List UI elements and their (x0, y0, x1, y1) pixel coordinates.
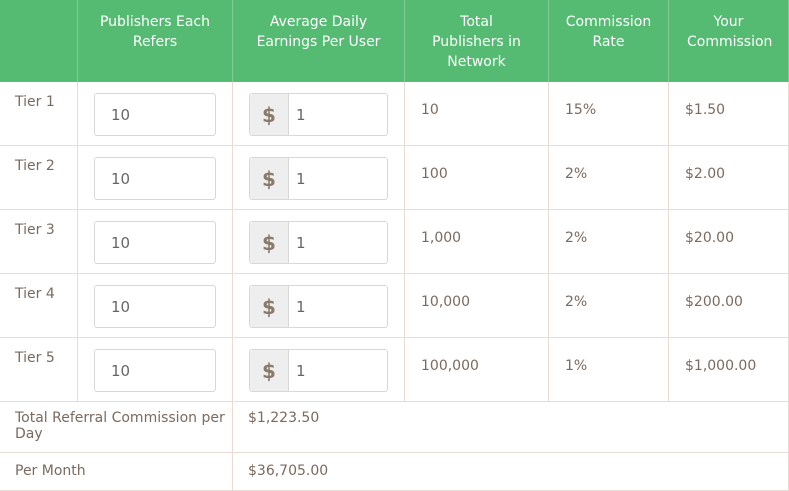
dollar-icon: $ (250, 94, 289, 135)
commission-value: $1,000.00 (669, 338, 789, 402)
refers-cell: 10 (78, 210, 233, 274)
header-cell-tier (0, 0, 78, 82)
monthly-total-value: $36,705.00 (233, 453, 789, 491)
tier-label: Tier 4 (0, 274, 78, 338)
earnings-input[interactable]: $ 1 (249, 157, 388, 200)
total-publishers-value: 10,000 (405, 274, 549, 338)
monthly-total-label: Per Month (0, 453, 233, 491)
header-commission-rate: Commission Rate (549, 0, 669, 82)
refers-cell: 10 (78, 82, 233, 146)
header-average-daily-earnings: Average Daily Earnings Per User (233, 0, 405, 82)
refers-cell: 10 (78, 146, 233, 210)
tier-label: Tier 3 (0, 210, 78, 274)
earnings-input[interactable]: $ 1 (249, 349, 388, 392)
total-publishers-value: 100 (405, 146, 549, 210)
tier-label: Tier 2 (0, 146, 78, 210)
commission-value: $2.00 (669, 146, 789, 210)
daily-total-value: $1,223.50 (233, 402, 789, 453)
earnings-cell: $ 1 (233, 82, 405, 146)
total-publishers-value: 10 (405, 82, 549, 146)
commission-value: $200.00 (669, 274, 789, 338)
header-total-publishers: Total Publishers in Network (405, 0, 549, 82)
earnings-cell: $ 1 (233, 146, 405, 210)
tier-label: Tier 1 (0, 82, 78, 146)
earnings-value: 1 (296, 234, 306, 252)
tier-label: Tier 5 (0, 338, 78, 402)
commission-rate-value: 1% (549, 338, 669, 402)
commission-rate-value: 2% (549, 274, 669, 338)
earnings-input[interactable]: $ 1 (249, 221, 388, 264)
earnings-value: 1 (296, 362, 306, 380)
commission-value: $1.50 (669, 82, 789, 146)
refers-input[interactable]: 10 (94, 93, 216, 136)
total-publishers-value: 100,000 (405, 338, 549, 402)
dollar-icon: $ (250, 286, 289, 327)
earnings-value: 1 (296, 170, 306, 188)
refers-input[interactable]: 10 (94, 157, 216, 200)
earnings-cell: $ 1 (233, 274, 405, 338)
dollar-icon: $ (250, 158, 289, 199)
header-publishers-each-refers: Publishers Each Refers (78, 0, 233, 82)
dollar-icon: $ (250, 222, 289, 263)
earnings-value: 1 (296, 106, 306, 124)
earnings-input[interactable]: $ 1 (249, 93, 388, 136)
commission-rate-value: 2% (549, 210, 669, 274)
refers-cell: 10 (78, 338, 233, 402)
earnings-value: 1 (296, 298, 306, 316)
refers-input[interactable]: 10 (94, 349, 216, 392)
earnings-cell: $ 1 (233, 210, 405, 274)
total-publishers-value: 1,000 (405, 210, 549, 274)
refers-input[interactable]: 10 (94, 285, 216, 328)
daily-total-label: Total Referral Commission per Day (0, 402, 233, 453)
refers-input[interactable]: 10 (94, 221, 216, 264)
commission-rate-value: 2% (549, 146, 669, 210)
dollar-icon: $ (250, 350, 289, 391)
earnings-input[interactable]: $ 1 (249, 285, 388, 328)
refers-cell: 10 (78, 274, 233, 338)
commission-rate-value: 15% (549, 82, 669, 146)
commission-value: $20.00 (669, 210, 789, 274)
header-your-commission: Your Commission (669, 0, 789, 82)
earnings-cell: $ 1 (233, 338, 405, 402)
